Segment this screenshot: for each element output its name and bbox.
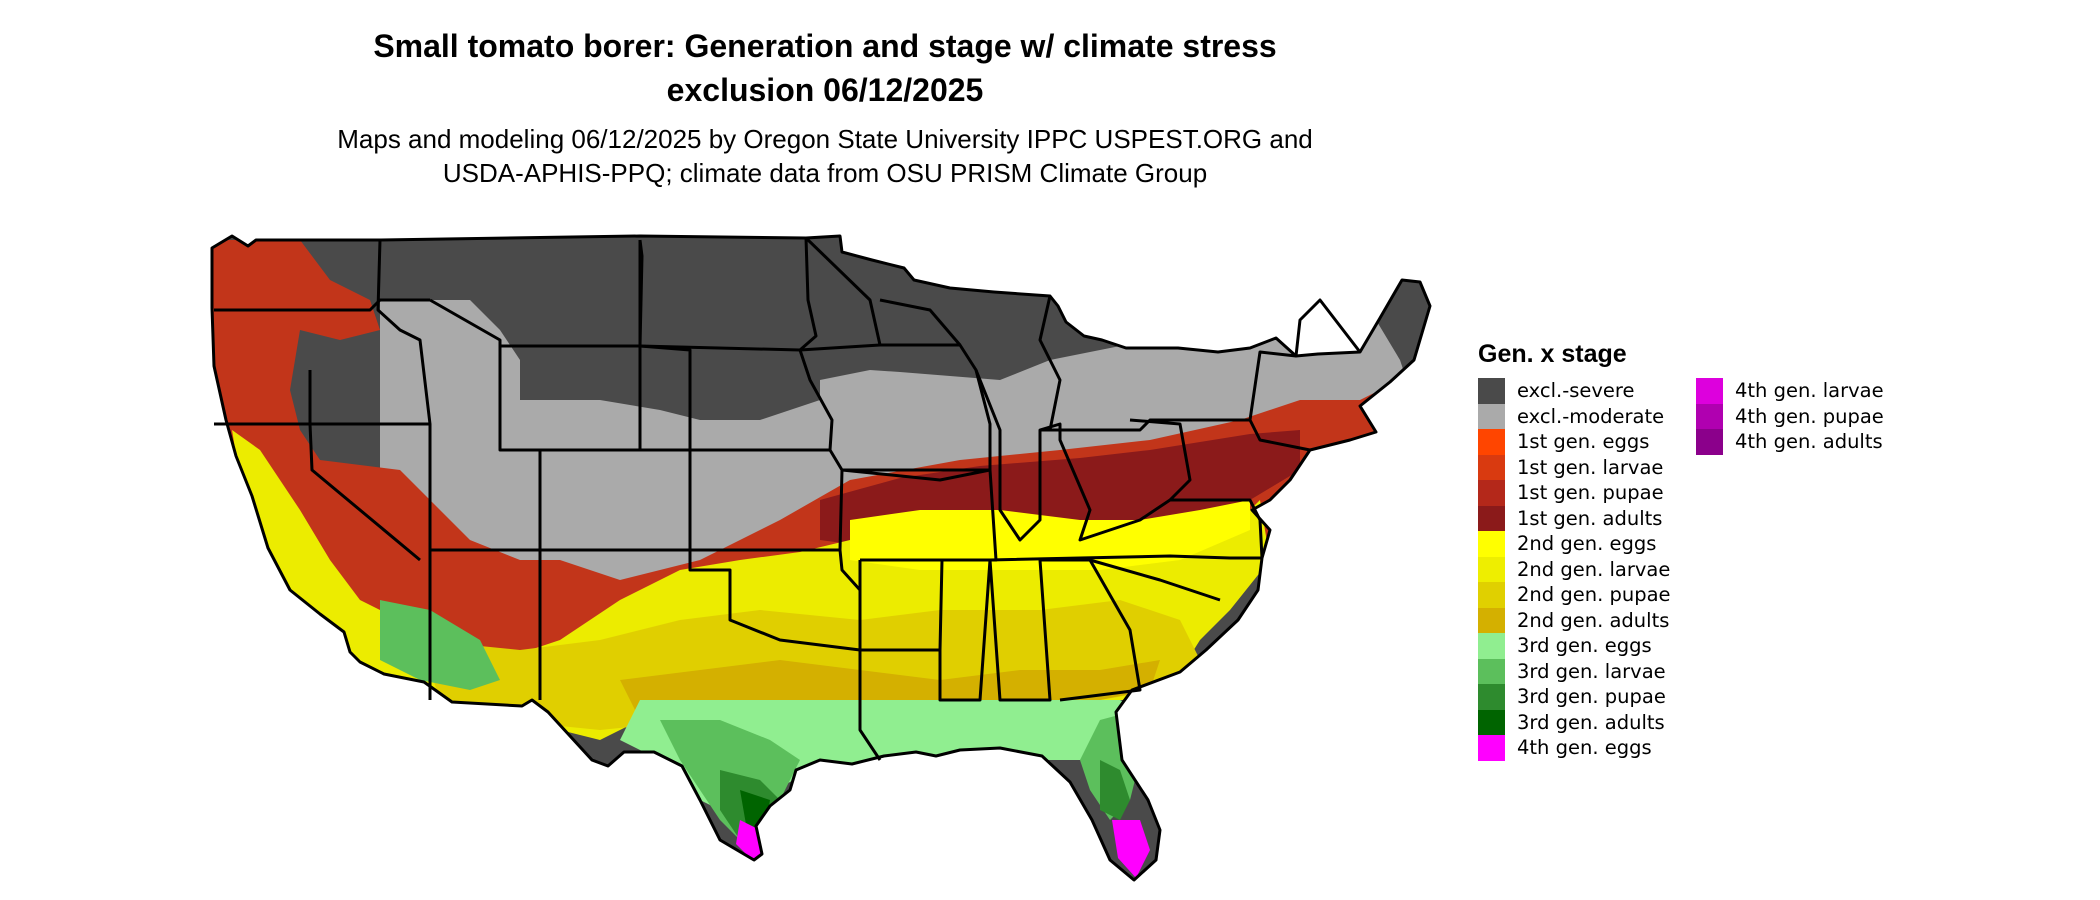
legend-swatch-1st-gen-larvae [1478,454,1505,480]
legend-item-3rd-gen-adults: 3rd gen. adults [1478,709,1671,735]
boundary-mi [1038,295,1062,431]
legend-swatch-3rd-gen-adults [1478,709,1505,735]
title-line-2: exclusion 06/12/2025 [666,72,984,108]
subtitle-line-1: Maps and modeling 06/12/2025 by Oregon S… [337,124,1313,154]
zone-excl-moderate [380,300,1420,620]
legend-item-1st-gen-adults: 1st gen. adults [1478,505,1671,531]
boundary-wy [498,346,642,452]
subtitle-line-2: USDA-APHIS-PPQ; climate data from OSU PR… [442,158,1208,188]
boundary-ms [938,559,992,702]
legend-swatch-1st-gen-pupae [1478,480,1505,506]
legend-label: 3rd gen. adults [1517,710,1665,734]
map-subtitle: Maps and modeling 06/12/2025 by Oregon S… [240,122,1410,190]
legend-item-3rd-gen-pupae: 3rd gen. pupae [1478,684,1671,710]
legend-swatch-2nd-gen-eggs [1478,531,1505,557]
legend-label: 3rd gen. eggs [1517,634,1652,658]
legend-item-excl-severe: excl.-severe [1478,378,1671,404]
legend-item-4th-gen-adults: 4th gen. adults [1696,429,1884,455]
state-boundaries [210,234,1432,882]
legend-label: 2nd gen. pupae [1517,583,1671,607]
legend-item-1st-gen-pupae: 1st gen. pupae [1478,480,1671,506]
legend-swatch-2nd-gen-adults [1478,607,1505,633]
zone-4th-gen-eggs [736,820,1150,878]
boundary-ny-east [1248,350,1297,421]
legend-item-3rd-gen-larvae: 3rd gen. larvae [1478,658,1671,684]
boundary-tn-nc [989,554,1262,562]
legend-label: excl.-moderate [1517,404,1665,428]
legend-label: 1st gen. larvae [1517,455,1664,479]
legend-title: Gen. x stage [1478,340,1627,368]
boundary-il-in-oh [974,369,1192,542]
legend-swatch-4th-gen-larvae [1696,378,1723,404]
legend-label: excl.-severe [1517,379,1635,403]
legend-swatch-4th-gen-eggs [1478,735,1505,761]
legend-item-2nd-gen-larvae: 2nd gen. larvae [1478,556,1671,582]
title-line-1: Small tomato borer: Generation and stage… [373,28,1277,64]
boundary-wa-or [214,298,430,312]
zone-2nd-gen-eggs [850,500,1250,570]
legend-item-4th-gen-larvae: 4th gen. larvae [1696,378,1884,404]
boundary-ca-nv [308,423,421,562]
legend-swatch-2nd-gen-pupae [1478,582,1505,608]
boundary-ar [858,559,944,652]
boundary-new-england [1294,298,1362,357]
boundary-wi [879,298,962,346]
legend-label: 1st gen. eggs [1517,430,1650,454]
map-title: Small tomato borer: Generation and stage… [240,24,1410,112]
us-outline [210,234,1432,882]
legend-label: 4th gen. pupae [1735,404,1884,428]
legend-swatch-4th-gen-pupae [1696,403,1723,429]
legend-label: 1st gen. adults [1517,506,1663,530]
legend-item-2nd-gen-adults: 2nd gen. adults [1478,607,1671,633]
boundary-id [310,239,432,426]
legend-swatch-1st-gen-eggs [1478,429,1505,455]
legend-swatch-excl-severe [1478,378,1505,404]
boundary-ga [1040,558,1142,702]
boundary-pa-north [1040,418,1311,452]
legend-swatch-3rd-gen-larvae [1478,658,1505,684]
boundary-mn [799,236,882,352]
boundary-ok [688,549,862,652]
boundary-va [1170,498,1264,559]
boundary-sc [1089,558,1221,602]
legend-label: 4th gen. larvae [1735,379,1884,403]
us-gen-stage-map [210,234,1432,882]
legend-label: 4th gen. adults [1735,430,1883,454]
legend: Gen. x stage excl.-severe excl.-moderate… [1478,340,1998,780]
legend-column-1: excl.-severe excl.-moderate 1st gen. egg… [1478,378,1671,761]
legend-swatch-excl-moderate [1478,403,1505,429]
boundary-tx-la [858,650,882,761]
legend-swatch-2nd-gen-larvae [1478,556,1505,582]
legend-label: 2nd gen. adults [1517,608,1670,632]
legend-item-2nd-gen-pupae: 2nd gen. pupae [1478,582,1671,608]
legend-item-3rd-gen-eggs: 3rd gen. eggs [1478,633,1671,659]
legend-swatch-3rd-gen-eggs [1478,633,1505,659]
boundary-ks [690,449,844,552]
legend-swatch-1st-gen-adults [1478,505,1505,531]
boundary-al [988,559,1052,702]
legend-swatch-4th-gen-adults [1696,429,1723,455]
legend-item-excl-moderate: excl.-moderate [1478,403,1671,429]
legend-column-2: 4th gen. larvae 4th gen. pupae 4th gen. … [1696,378,1884,455]
legend-label: 2nd gen. larvae [1517,557,1671,581]
legend-label: 1st gen. pupae [1517,481,1664,505]
legend-item-4th-gen-eggs: 4th gen. eggs [1478,735,1671,761]
legend-label: 3rd gen. pupae [1517,685,1666,709]
legend-swatch-3rd-gen-pupae [1478,684,1505,710]
legend-label: 4th gen. eggs [1517,736,1652,760]
legend-item-4th-gen-pupae: 4th gen. pupae [1696,403,1884,429]
legend-label: 2nd gen. eggs [1517,532,1657,556]
legend-item-1st-gen-eggs: 1st gen. eggs [1478,429,1671,455]
legend-item-2nd-gen-eggs: 2nd gen. eggs [1478,531,1671,557]
legend-item-1st-gen-larvae: 1st gen. larvae [1478,454,1671,480]
legend-label: 3rd gen. larvae [1517,659,1666,683]
